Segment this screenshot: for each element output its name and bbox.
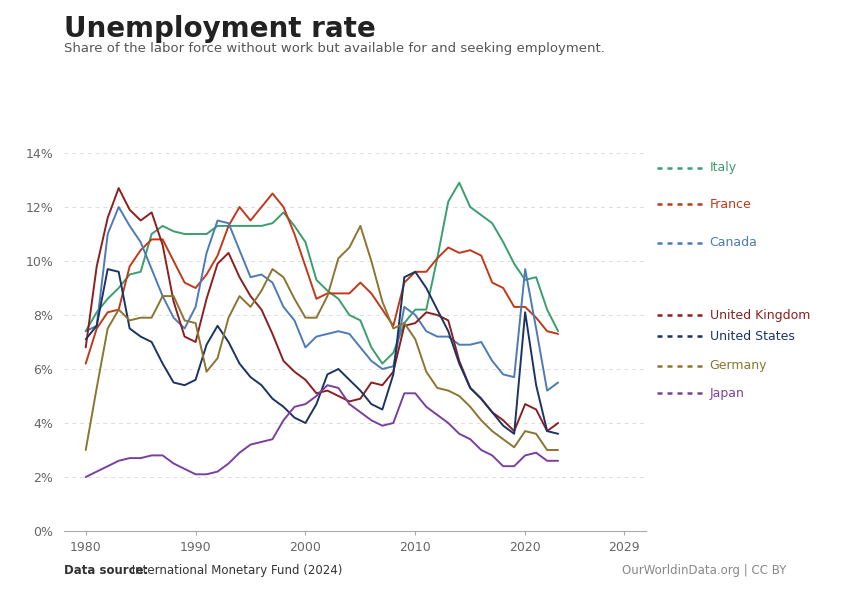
Text: Share of the labor force without work but available for and seeking employment.: Share of the labor force without work bu…	[64, 42, 604, 55]
Text: United States: United States	[710, 329, 795, 343]
Text: Unemployment rate: Unemployment rate	[64, 15, 376, 43]
Text: United Kingdom: United Kingdom	[710, 308, 810, 322]
Text: Canada: Canada	[710, 236, 757, 250]
Text: France: France	[710, 197, 751, 211]
Text: Italy: Italy	[710, 161, 737, 175]
Text: Japan: Japan	[710, 386, 745, 400]
Text: Germany: Germany	[710, 359, 768, 373]
Text: Data source:: Data source:	[64, 564, 148, 577]
Text: in Data: in Data	[758, 38, 807, 51]
Text: International Monetary Fund (2024): International Monetary Fund (2024)	[128, 564, 343, 577]
Text: OurWorldinData.org | CC BY: OurWorldinData.org | CC BY	[622, 564, 786, 577]
Text: Our World: Our World	[749, 21, 816, 34]
